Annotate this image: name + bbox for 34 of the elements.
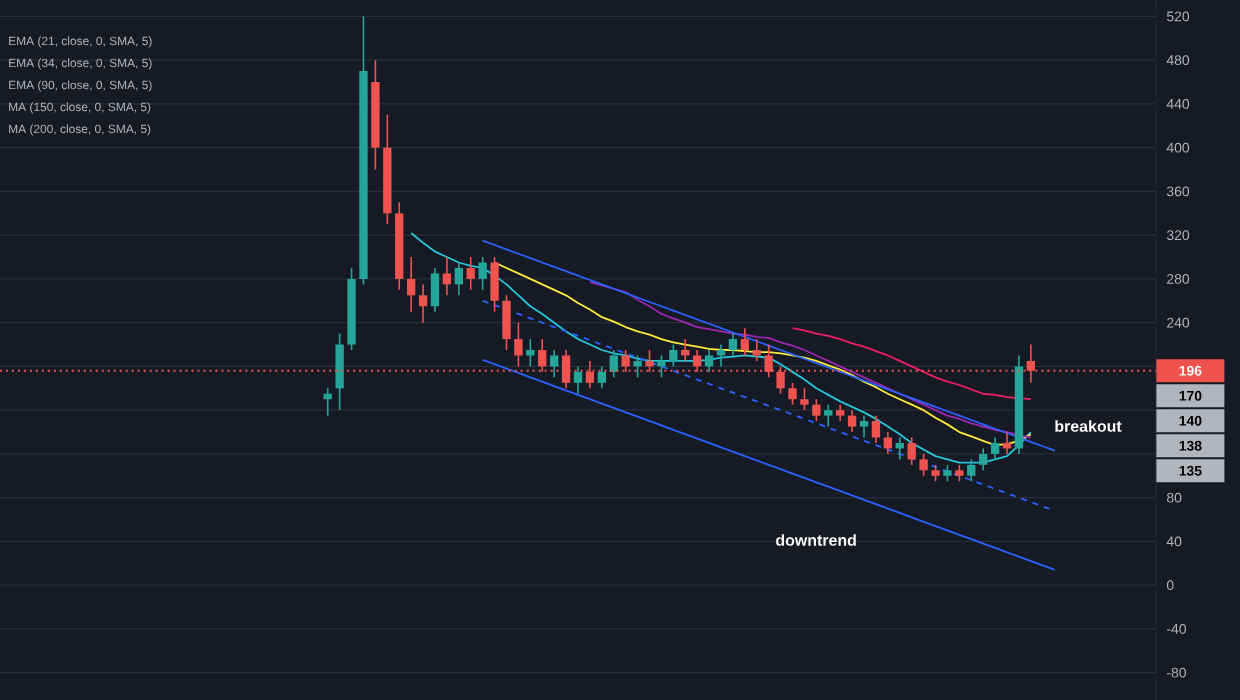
candlestick [549, 349, 559, 379]
candlestick [669, 343, 678, 368]
candlestick [478, 256, 487, 291]
candlestick [979, 447, 988, 472]
candlestick [859, 414, 869, 439]
candlestick [514, 321, 523, 368]
candlestick [800, 387, 809, 411]
candlestick [406, 256, 416, 313]
candlestick [454, 261, 463, 297]
candlestick [418, 283, 428, 324]
candlestick [967, 458, 976, 483]
candlestick [907, 436, 916, 466]
candlestick [740, 327, 750, 357]
candlestick [657, 354, 666, 379]
candlestick [502, 294, 511, 351]
candlestick [633, 354, 642, 379]
candlestick [609, 349, 618, 379]
candlestick [824, 403, 833, 428]
candlestick [490, 256, 499, 313]
candlestick [788, 382, 797, 406]
candlestick [430, 267, 440, 313]
candlestick [728, 332, 738, 357]
candlestick [466, 256, 475, 291]
candlestick [847, 409, 857, 433]
candlestick [335, 332, 344, 411]
candlestick [597, 365, 606, 390]
candlestick [442, 256, 452, 297]
candlestick [704, 349, 714, 373]
candlestick [526, 338, 535, 368]
candlestick [919, 453, 928, 477]
candlestick [990, 436, 1000, 461]
candlestick [573, 365, 583, 395]
candlestick [812, 398, 821, 422]
candlestick [871, 414, 881, 444]
